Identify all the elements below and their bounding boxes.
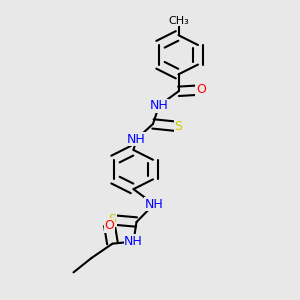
Text: S: S — [175, 120, 182, 133]
Text: O: O — [196, 83, 206, 97]
Text: CH₃: CH₃ — [168, 16, 189, 26]
Text: NH: NH — [124, 235, 143, 248]
Text: NH: NH — [145, 198, 163, 211]
Text: S: S — [109, 213, 116, 226]
Text: NH: NH — [150, 99, 168, 112]
Text: O: O — [105, 219, 114, 232]
Text: NH: NH — [127, 133, 146, 146]
